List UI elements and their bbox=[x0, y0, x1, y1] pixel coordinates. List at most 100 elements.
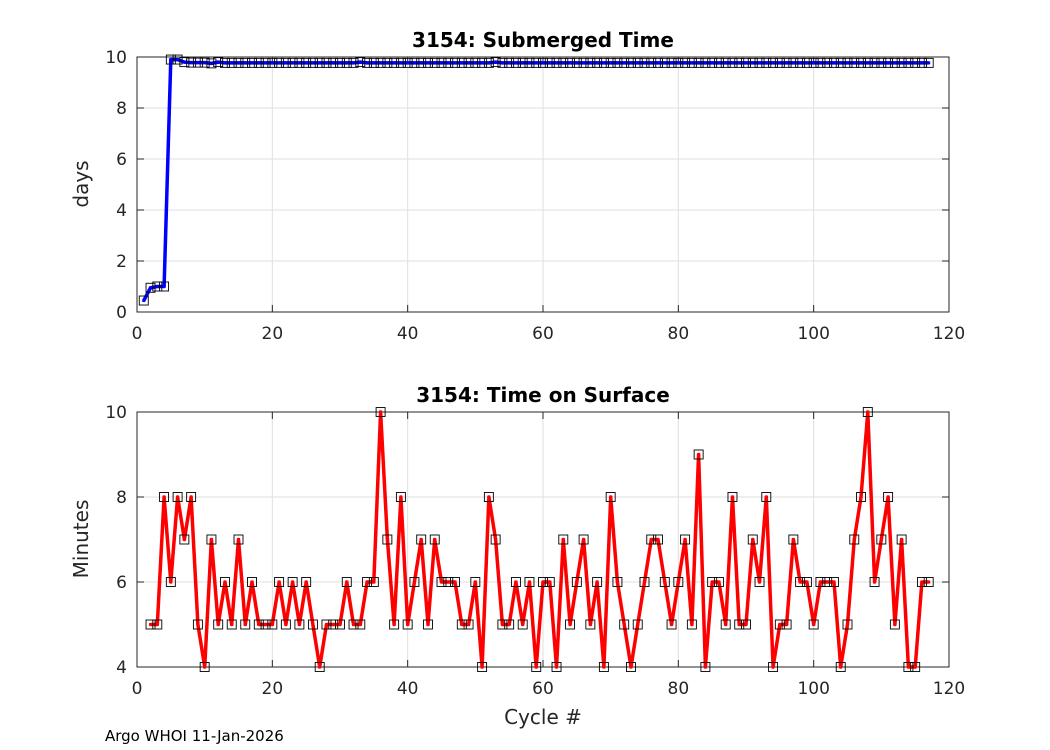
surface-data-point bbox=[551, 662, 562, 672]
submerged-data-point-fill bbox=[873, 61, 877, 65]
submerged-x-tick-label: 0 bbox=[132, 324, 143, 344]
surface-data-point bbox=[389, 619, 400, 630]
surface-data-point bbox=[206, 534, 217, 545]
surface-data-point-fill bbox=[527, 580, 531, 584]
submerged-data-point-fill bbox=[291, 61, 295, 65]
submerged-data-point bbox=[450, 57, 460, 68]
surface-data-point-fill bbox=[467, 623, 471, 626]
surface-data-point-fill bbox=[920, 580, 924, 584]
submerged-data-point-fill bbox=[257, 61, 261, 65]
submerged-data-point bbox=[240, 57, 251, 68]
surface-data-point-fill bbox=[385, 538, 389, 541]
submerged-data-point-fill bbox=[541, 61, 545, 65]
submerged-data-point-fill bbox=[839, 61, 843, 65]
surface-data-point bbox=[910, 662, 921, 672]
submerged-data-point bbox=[889, 57, 900, 68]
surface-data-point bbox=[362, 577, 373, 587]
surface-data-point-fill bbox=[264, 623, 268, 626]
surface-data-point bbox=[700, 662, 711, 672]
surface-data-point-fill bbox=[203, 665, 207, 669]
surface-data-point-fill bbox=[237, 538, 240, 541]
surface-data-point bbox=[659, 577, 670, 587]
submerged-data-point-fill bbox=[791, 61, 795, 65]
submerged-data-point bbox=[544, 57, 555, 68]
surface-data-point bbox=[423, 619, 433, 630]
submerged-y-tick-label: 8 bbox=[116, 99, 127, 119]
submerged-data-point bbox=[869, 57, 880, 68]
surface-data-point bbox=[592, 577, 603, 587]
surface-data-point bbox=[436, 577, 447, 587]
submerged-data-point-fill bbox=[494, 60, 498, 64]
surface-data-point bbox=[822, 577, 833, 587]
submerged-data-point-fill bbox=[730, 61, 734, 65]
submerged-data-point-fill bbox=[264, 61, 268, 65]
surface-data-point-fill bbox=[372, 580, 376, 584]
surface-data-point-fill bbox=[500, 623, 504, 626]
submerged-data-point-fill bbox=[304, 61, 308, 65]
submerged-data-point bbox=[382, 57, 393, 68]
submerged-data-point bbox=[653, 57, 663, 68]
surface-data-point-fill bbox=[440, 580, 443, 584]
submerged-data-point-fill bbox=[358, 60, 362, 64]
submerged-data-point bbox=[707, 57, 718, 68]
submerged-data-point bbox=[409, 57, 420, 68]
surface-data-point bbox=[321, 619, 332, 630]
surface-data-point-fill bbox=[663, 580, 667, 584]
submerged-data-point bbox=[896, 57, 907, 68]
surface-data-point-fill bbox=[636, 623, 640, 626]
submerged-data-point-fill bbox=[527, 61, 531, 65]
submerged-data-point bbox=[389, 57, 400, 68]
submerged-data-point-fill bbox=[670, 61, 674, 65]
submerged-x-tick-label: 80 bbox=[668, 324, 690, 344]
submerged-data-point bbox=[463, 57, 474, 68]
surface-data-point-fill bbox=[649, 538, 653, 541]
submerged-data-point-fill bbox=[196, 61, 200, 65]
surface-data-point-fill bbox=[582, 538, 586, 541]
submerged-data-point bbox=[713, 57, 724, 68]
submerged-data-point bbox=[362, 57, 373, 68]
surface-data-point-fill bbox=[392, 623, 396, 626]
surface-data-point-fill bbox=[406, 623, 410, 626]
submerged-data-point bbox=[328, 57, 339, 68]
submerged-data-point bbox=[680, 57, 691, 68]
surface-data-point bbox=[314, 662, 325, 672]
surface-axes-box bbox=[136, 411, 950, 668]
surface-data-point bbox=[186, 492, 197, 502]
surface-data-point bbox=[653, 534, 663, 545]
submerged-data-point bbox=[145, 282, 156, 293]
submerged-data-point bbox=[165, 54, 176, 65]
submerged-data-point-fill bbox=[473, 61, 477, 65]
surface-data-point-fill bbox=[507, 623, 511, 626]
submerged-data-point bbox=[761, 57, 772, 68]
submerged-data-point bbox=[558, 57, 569, 68]
submerged-data-point bbox=[226, 57, 237, 68]
submerged-data-point bbox=[829, 57, 839, 68]
submerged-data-point-fill bbox=[223, 61, 227, 65]
submerged-data-point bbox=[497, 57, 508, 68]
submerged-data-point bbox=[429, 57, 440, 68]
submerged-data-point-fill bbox=[297, 61, 301, 65]
surface-data-point bbox=[497, 619, 508, 630]
surface-data-point-fill bbox=[365, 580, 369, 584]
surface-data-point bbox=[375, 407, 386, 417]
surface-data-point-fill bbox=[846, 623, 849, 626]
surface-data-point bbox=[531, 662, 542, 672]
surface-data-point-fill bbox=[494, 538, 498, 541]
submerged-data-point-fill bbox=[676, 61, 680, 65]
surface-data-point bbox=[842, 619, 853, 630]
submerged-data-point-fill bbox=[615, 61, 619, 65]
submerged-data-point bbox=[402, 57, 413, 68]
submerged-x-tick-label: 100 bbox=[797, 324, 829, 344]
surface-data-point-fill bbox=[149, 623, 153, 626]
surface-data-point-fill bbox=[643, 580, 646, 584]
surface-data-point-fill bbox=[541, 580, 545, 584]
surface-data-point bbox=[450, 577, 460, 587]
surface-data-point-fill bbox=[859, 495, 863, 499]
surface-data-point bbox=[348, 619, 359, 630]
surface-data-point bbox=[849, 534, 860, 545]
submerged-data-point bbox=[538, 57, 548, 68]
surface-data-point-fill bbox=[358, 623, 362, 626]
surface-data-point bbox=[247, 577, 257, 587]
submerged-data-point bbox=[220, 57, 230, 68]
submerged-data-point-fill bbox=[832, 61, 836, 65]
